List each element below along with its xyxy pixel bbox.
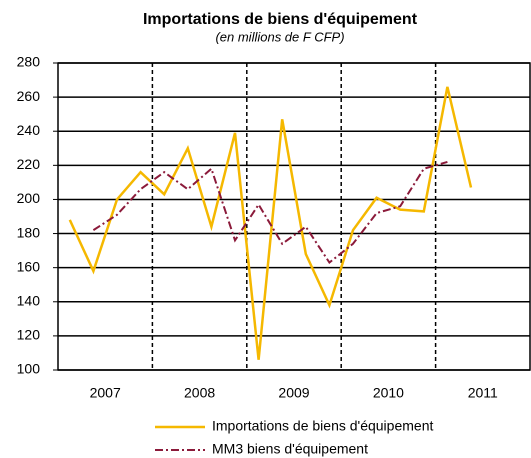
y-tick-label: 240 (17, 122, 41, 138)
x-group-label: 2009 (278, 385, 309, 401)
y-tick-label: 220 (17, 156, 41, 172)
y-tick-label: 140 (17, 292, 41, 308)
y-tick-label: 120 (17, 327, 41, 343)
legend-label: MM3 biens d'équipement (212, 441, 368, 457)
series-line (68, 86, 473, 360)
legend-label: Importations de biens d'équipement (212, 418, 433, 434)
x-group-label: 2011 (468, 385, 498, 401)
chart-title: Importations de biens d'équipement (143, 11, 418, 28)
y-tick-label: 180 (17, 224, 41, 240)
y-tick-label: 160 (17, 258, 41, 274)
y-tick-label: 280 (17, 54, 41, 70)
x-group-label: 2008 (184, 385, 215, 401)
y-tick-label: 200 (17, 190, 41, 206)
y-tick-label: 100 (17, 361, 41, 377)
chart-subtitle: (en millions de F CFP) (215, 29, 344, 44)
plot-border (57, 62, 531, 371)
y-tick-label: 260 (17, 88, 41, 104)
series-line (92, 160, 448, 265)
x-group-label: 2010 (373, 385, 404, 401)
x-group-label: 2007 (90, 385, 121, 401)
